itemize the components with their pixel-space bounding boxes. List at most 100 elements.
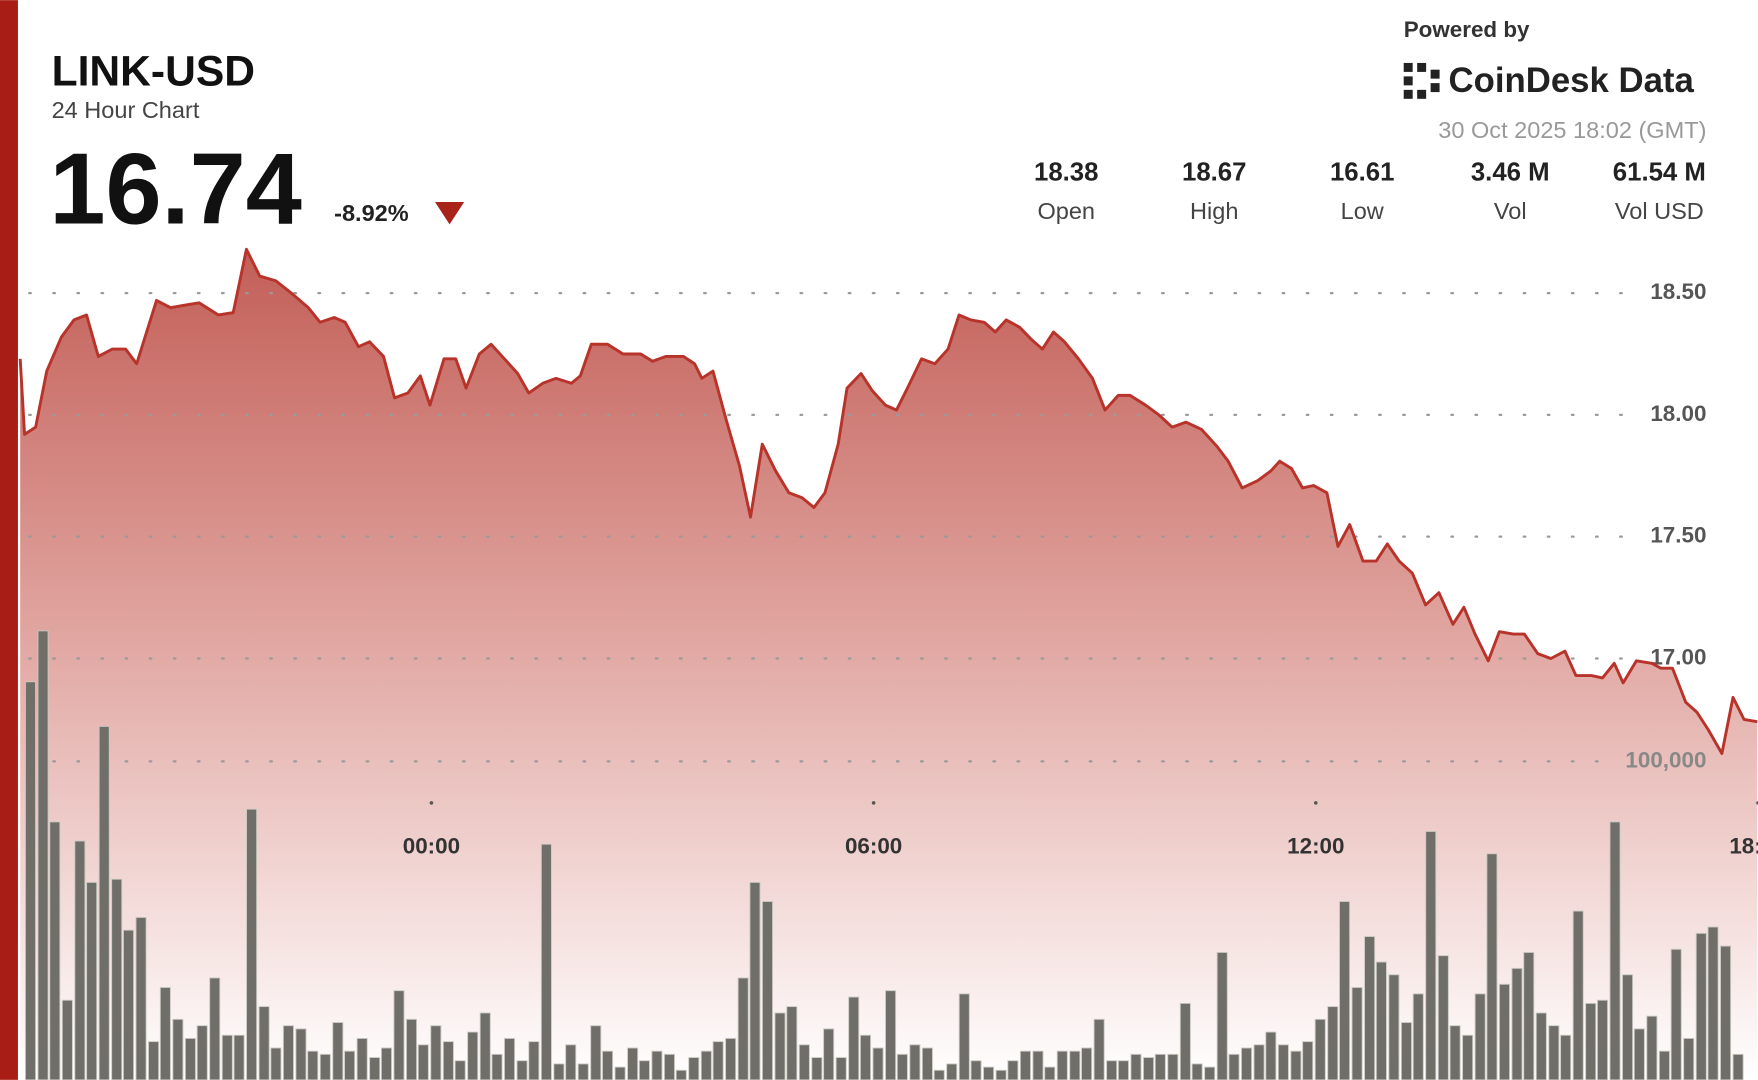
x-tick-label: 00:00 — [403, 834, 460, 859]
stat-value: 18.67 — [1182, 159, 1246, 187]
subtitle: 24 Hour Chart — [52, 97, 200, 123]
volume-bar — [1216, 952, 1228, 1080]
volume-bar — [1486, 853, 1498, 1080]
volume-bar — [442, 1041, 454, 1080]
volume-bar — [417, 1044, 429, 1080]
volume-bar — [1204, 1066, 1216, 1080]
y2-tick-label: 100,000 — [1625, 747, 1706, 772]
volume-bar — [369, 1057, 381, 1080]
volume-bar — [749, 881, 761, 1080]
stat-label: Vol USD — [1615, 198, 1704, 224]
volume-bar — [74, 840, 86, 1080]
volume-bar — [848, 996, 860, 1080]
volume-bar — [516, 1060, 528, 1080]
x-tick-mark — [429, 801, 434, 805]
volume-bar — [823, 1028, 835, 1080]
y-tick-label: 18.50 — [1650, 279, 1706, 304]
volume-bar — [946, 1063, 958, 1080]
volume-bar — [688, 1057, 700, 1080]
volume-bar — [1720, 945, 1732, 1080]
volume-bar — [761, 901, 773, 1080]
volume-bar — [933, 1069, 945, 1080]
volume-bar — [774, 1012, 786, 1080]
volume-bar — [49, 821, 61, 1080]
volume-bar — [295, 1028, 307, 1080]
volume-bar — [270, 1047, 282, 1080]
volume-bar — [958, 993, 970, 1080]
volume-bar — [209, 977, 221, 1080]
volume-bar — [1375, 961, 1387, 1080]
volume-bar — [1609, 821, 1621, 1080]
volume-bar — [725, 1037, 737, 1080]
volume-bar — [380, 1047, 392, 1080]
volume-bar — [1646, 1015, 1658, 1080]
y-tick-label: 17.50 — [1650, 523, 1706, 548]
volume-bar — [246, 808, 258, 1080]
stat-label: Low — [1341, 198, 1385, 224]
powered-by: Powered by — [1404, 17, 1530, 42]
volume-bar — [786, 1006, 798, 1080]
volume-bar — [835, 1057, 847, 1080]
volume-bar — [811, 1057, 823, 1080]
stat-value: 61.54 M — [1613, 159, 1706, 187]
volume-bar — [1032, 1050, 1044, 1080]
volume-bar — [1400, 1022, 1412, 1080]
volume-bar — [159, 987, 171, 1080]
volume-bar — [1253, 1044, 1265, 1080]
stat-value: 18.38 — [1034, 159, 1098, 187]
volume-bar — [61, 999, 73, 1080]
volume-bar — [872, 1047, 884, 1080]
area-fill — [20, 249, 1758, 1080]
volume-bar — [1130, 1053, 1142, 1080]
volume-bar — [638, 1060, 650, 1080]
volume-bar — [1548, 1025, 1560, 1080]
volume-bar — [663, 1053, 675, 1080]
volume-bar — [737, 977, 749, 1080]
volume-bar — [983, 1066, 995, 1080]
volume-bar — [1658, 1050, 1670, 1080]
volume-bar — [1106, 1060, 1118, 1080]
volume-bar — [885, 990, 897, 1080]
brand-logo — [1403, 62, 1440, 99]
x-tick-mark — [871, 801, 876, 805]
volume-bar — [1498, 983, 1510, 1080]
volume-bar — [1597, 999, 1608, 1080]
volume-bar — [1019, 1050, 1031, 1080]
volume-bar — [37, 630, 49, 1080]
plot-area: 17.00 17.50 18.00 18.50 100,000 00:00 06:00 12:… — [18, 247, 1758, 1080]
volume-bar — [1143, 1057, 1155, 1080]
volume-bar — [590, 1025, 602, 1080]
volume-bar — [1241, 1047, 1253, 1080]
volume-bar — [1191, 1063, 1203, 1080]
volume-bar — [896, 1053, 908, 1080]
accent-bar — [0, 0, 18, 1080]
volume-bar — [1511, 967, 1523, 1080]
volume-bar — [221, 1034, 233, 1080]
volume-bar — [565, 1044, 577, 1080]
volume-bar — [1707, 926, 1719, 1080]
volume-bar — [86, 881, 98, 1080]
volume-bar — [1633, 1028, 1645, 1080]
down-arrow — [435, 201, 465, 225]
volume-bar — [1154, 1053, 1166, 1080]
volume-bar — [1695, 932, 1707, 1080]
volume-bar — [196, 1025, 208, 1080]
volume-bar — [700, 1050, 712, 1080]
volume-bar — [1462, 1034, 1474, 1080]
volume-bar — [1572, 910, 1584, 1080]
timestamp: 30 Oct 2025 18:02 (GMT) — [1438, 117, 1706, 143]
volume-bar — [491, 1053, 503, 1080]
volume-bar — [921, 1047, 933, 1080]
volume-bar — [1364, 936, 1376, 1080]
stats: 18.38 Open 18.67 High 16.61 Low 3.46 M Vol 61.54… — [1034, 159, 1706, 224]
volume-bar — [1290, 1050, 1302, 1080]
volume-bar — [332, 1022, 344, 1080]
x-tick-label: 12:00 — [1287, 834, 1344, 859]
volume-bar — [675, 1069, 687, 1080]
volume-bar — [909, 1044, 921, 1080]
volume-bar — [430, 1025, 442, 1080]
volume-bar — [135, 916, 147, 1080]
volume-bar — [479, 1012, 491, 1080]
volume-bar — [1302, 1041, 1314, 1080]
